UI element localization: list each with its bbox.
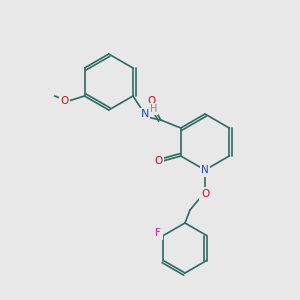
Text: O: O <box>154 156 163 166</box>
Text: F: F <box>155 229 161 238</box>
Text: O: O <box>201 189 209 199</box>
Text: N: N <box>141 109 149 119</box>
Text: O: O <box>148 96 156 106</box>
Text: O: O <box>60 96 69 106</box>
Text: N: N <box>201 165 209 175</box>
Text: H: H <box>150 104 158 114</box>
